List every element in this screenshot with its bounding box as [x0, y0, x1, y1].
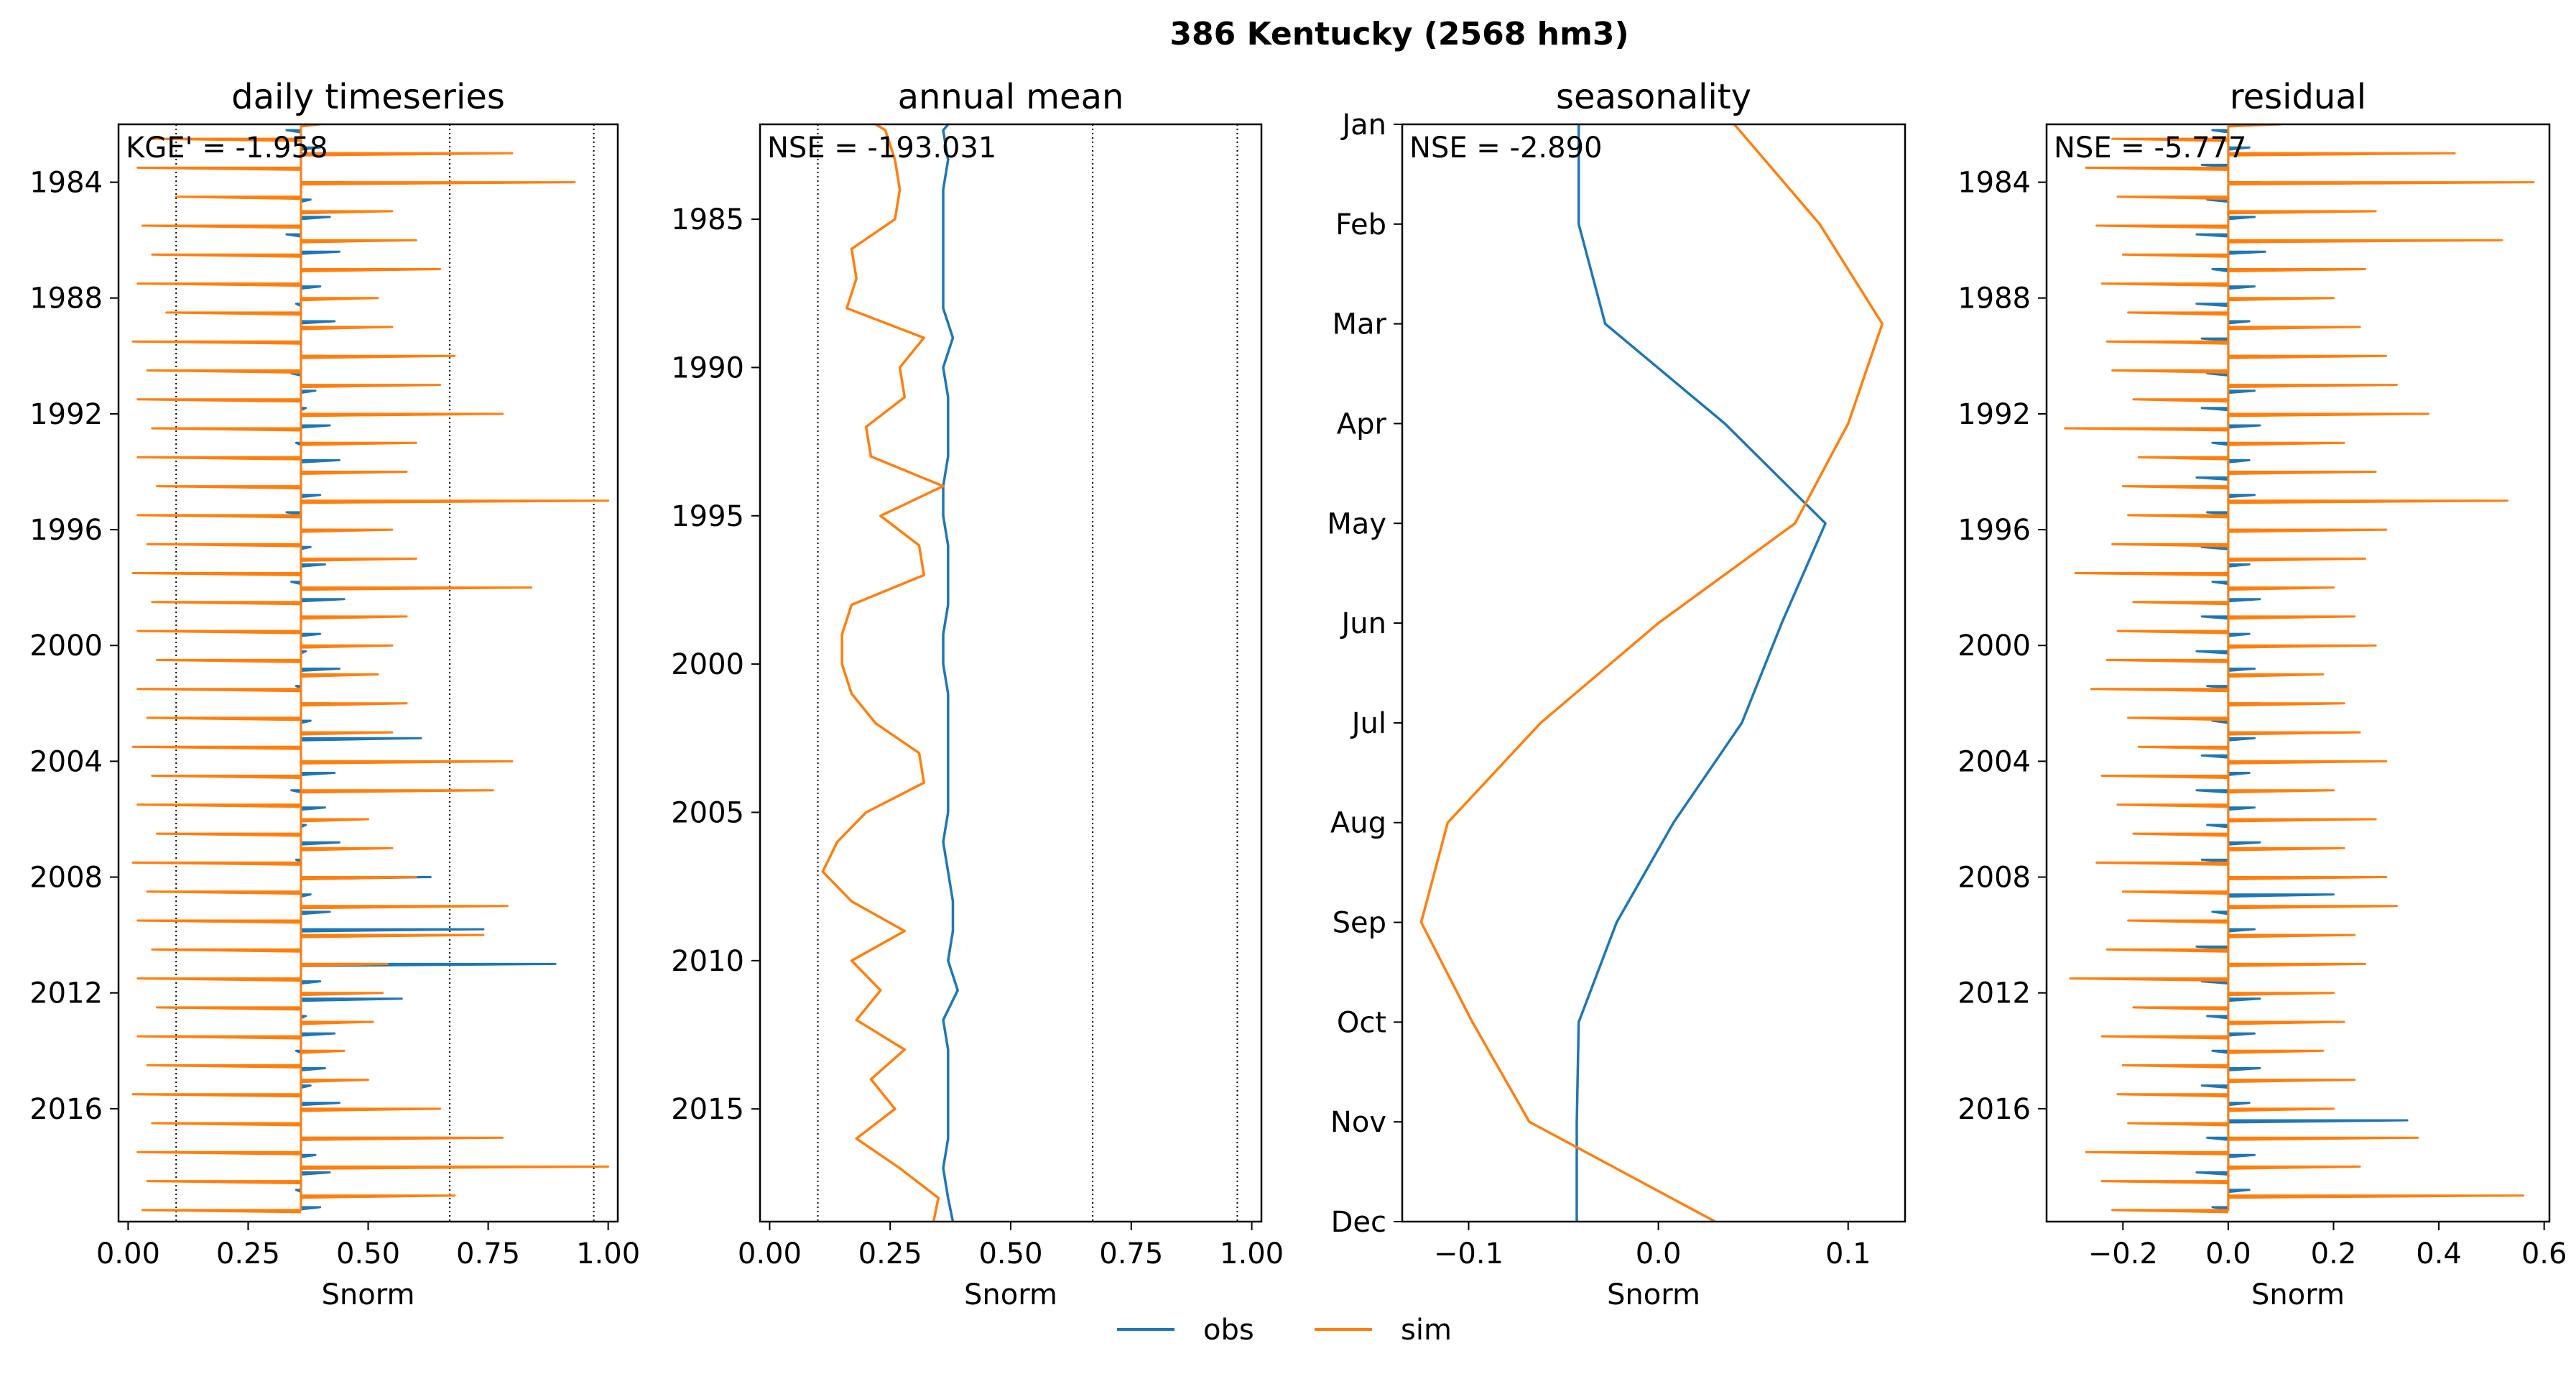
axes-frame	[2045, 123, 2551, 1223]
series-obs-line	[285, 129, 557, 1211]
metric-annotation: NSE = -5.777	[2054, 132, 2246, 165]
x-tick-label: 0.00	[96, 1237, 160, 1270]
x-tick-label: 0.0	[1636, 1237, 1682, 1270]
legend: obs sim	[1117, 1314, 1452, 1347]
y-tick-label: 1992	[1958, 398, 2031, 431]
y-tick-label: 2012	[1958, 977, 2031, 1010]
panel-title: seasonality	[1556, 77, 1751, 117]
x-tick-label: 0.4	[2416, 1237, 2462, 1270]
legend-label-obs: obs	[1203, 1314, 1254, 1347]
y-tick-label: 1990	[671, 351, 744, 384]
figure-suptitle: 386 Kentucky (2568 hm3)	[1169, 16, 1628, 52]
series-obs-line	[1575, 124, 1827, 1222]
axes-frame	[117, 123, 619, 1223]
y-tick-label: 2010	[671, 945, 744, 978]
x-tick-label: 0.50	[978, 1237, 1042, 1270]
y-tick-label: 2004	[29, 745, 103, 778]
axes-frame	[1401, 123, 1906, 1223]
x-axis-label: Snorm	[322, 1278, 415, 1311]
y-tick-label: 1988	[1958, 282, 2031, 315]
series-sim-line	[2064, 124, 2535, 1214]
y-tick-label: 1995	[671, 500, 744, 533]
y-tick-label: 1992	[29, 398, 103, 431]
panels: 0.00 0.25 0.50 0.75 1.00 1984 1988 1992 1996 2000…	[29, 77, 2567, 1311]
metric-annotation: NSE = -193.031	[767, 132, 996, 165]
x-axis-label: Snorm	[964, 1278, 1057, 1311]
axes-frame	[759, 123, 1263, 1223]
x-tick-label: 0.50	[336, 1237, 400, 1270]
legend-label-sim: sim	[1401, 1314, 1452, 1347]
x-tick-label: −0.1	[1434, 1237, 1504, 1270]
y-tick-label: 2004	[1958, 745, 2031, 778]
y-tick-label: 1996	[29, 514, 103, 547]
series-sim-line	[1419, 124, 1884, 1222]
x-tick-label: 0.75	[1099, 1237, 1163, 1270]
panel-title: daily timeseries	[231, 77, 505, 117]
x-tick-label: 0.75	[456, 1237, 520, 1270]
x-tick-label: 1.00	[576, 1237, 640, 1270]
y-tick-label: May	[1327, 507, 1386, 540]
series-obs-line	[2195, 129, 2409, 1211]
metric-annotation: KGE' = -1.958	[126, 132, 328, 165]
x-axis-label: Snorm	[2251, 1278, 2345, 1311]
y-tick-label: Apr	[1337, 407, 1387, 441]
y-tick-label: 1984	[1958, 167, 2031, 200]
x-tick-label: 1.00	[1220, 1237, 1284, 1270]
y-tick-label: 2000	[1958, 629, 2031, 663]
x-tick-label: 0.0	[2205, 1237, 2251, 1270]
panel-3: −0.1 0.0 0.1 Jan Feb Mar Apr May Jun Jul Aug Sep Oct…	[1327, 77, 1906, 1311]
series-sim-line	[821, 124, 945, 1222]
y-tick-label: 2008	[1958, 862, 2031, 895]
x-axis-label: Snorm	[1607, 1278, 1700, 1311]
x-tick-label: −0.2	[2088, 1237, 2158, 1270]
plot-area	[131, 124, 610, 1214]
series-obs-line	[942, 124, 959, 1222]
panel-4: −0.2 0.0 0.2 0.4 0.6 1984 1988 1992 1996 2000 2004…	[1958, 77, 2567, 1311]
y-tick-label: Mar	[1333, 308, 1387, 341]
plot-area	[2064, 124, 2535, 1214]
x-tick-label: 0.6	[2521, 1237, 2567, 1270]
x-tick-label: 0.1	[1825, 1237, 1871, 1270]
y-tick-label: Dec	[1331, 1206, 1386, 1239]
metric-annotation: NSE = -2.890	[1409, 132, 1602, 165]
y-tick-label: Aug	[1330, 807, 1386, 840]
y-tick-label: Jul	[1350, 707, 1386, 740]
y-tick-label: 2016	[29, 1093, 103, 1126]
y-tick-label: 2000	[671, 648, 744, 681]
plot-area	[821, 124, 959, 1222]
y-tick-label: 2012	[29, 977, 103, 1010]
y-tick-label: 2000	[29, 629, 103, 663]
y-tick-label: 1985	[671, 203, 744, 236]
x-tick-label: 0.2	[2311, 1237, 2357, 1270]
y-tick-label: Sep	[1333, 907, 1386, 940]
x-tick-label: 0.00	[738, 1237, 802, 1270]
plot-area	[1419, 124, 1884, 1222]
y-tick-label: 2016	[1958, 1093, 2031, 1126]
panel-2: 0.00 0.25 0.50 0.75 1.00 1985 1990 1995 2000 2005…	[671, 77, 1284, 1311]
y-tick-label: Jun	[1340, 607, 1387, 640]
panel-1: 0.00 0.25 0.50 0.75 1.00 1984 1988 1992 1996 2000…	[29, 77, 640, 1311]
y-tick-label: 1984	[29, 167, 103, 200]
y-tick-label: 2015	[671, 1093, 744, 1126]
y-tick-label: Feb	[1335, 208, 1386, 241]
y-tick-label: 1988	[29, 282, 103, 315]
y-tick-label: Nov	[1330, 1106, 1386, 1139]
x-tick-label: 0.25	[216, 1237, 280, 1270]
series-sim-line	[131, 124, 610, 1214]
panel-title: residual	[2230, 77, 2366, 117]
y-tick-label: 1996	[1958, 514, 2031, 547]
panel-title: annual mean	[898, 77, 1124, 117]
y-tick-label: Oct	[1337, 1006, 1386, 1039]
y-tick-label: Jan	[1340, 109, 1386, 142]
y-tick-label: 2005	[671, 796, 744, 829]
x-tick-label: 0.25	[858, 1237, 922, 1270]
y-tick-label: 2008	[29, 862, 103, 895]
